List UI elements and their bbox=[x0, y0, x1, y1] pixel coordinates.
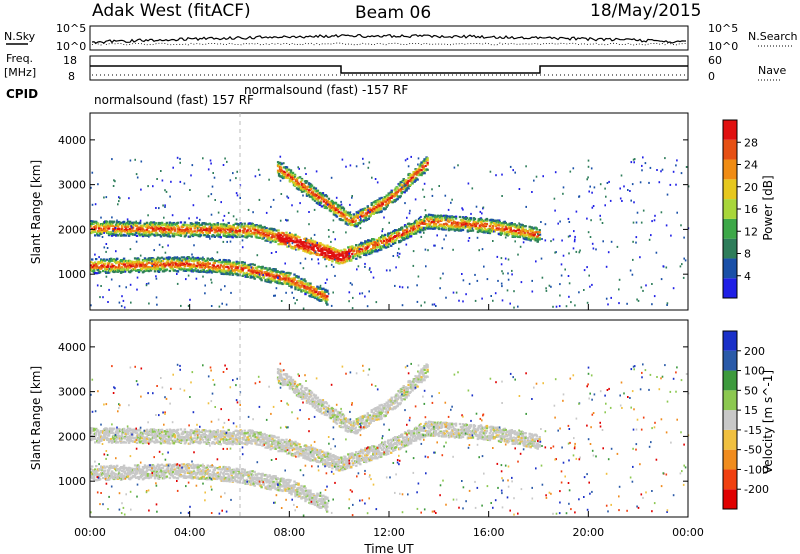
power-colorbar-cell bbox=[723, 218, 737, 239]
velocity-colorbar-cell bbox=[723, 390, 737, 411]
power-ytick-label: 1000 bbox=[58, 268, 86, 281]
velocity-colorbar-label: Velocity [m s^-1] bbox=[761, 370, 775, 474]
power-ylabel: Slant Range [km] bbox=[29, 160, 43, 264]
freq-panel: Freq. [MHz] 18 8 60 0 Nave bbox=[4, 52, 786, 83]
xtick-label: 12:00 bbox=[373, 526, 405, 539]
nave-axis-bottom: 0 bbox=[708, 70, 715, 83]
velocity-panel: 1000 2000 3000 4000 00:00 04:00 08:00 12:00 16:… bbox=[29, 304, 775, 554]
velocity-colorbar-cell bbox=[723, 331, 737, 351]
xtick-label: 20:00 bbox=[572, 526, 604, 539]
velocity-colorbar-cell bbox=[723, 350, 737, 371]
velocity-ytick-label: 3000 bbox=[58, 386, 86, 399]
velocity-ytick-label: 2000 bbox=[58, 430, 86, 443]
cpid-segment-2: normalsound (fast) -157 RF bbox=[244, 83, 408, 97]
nsky-trace bbox=[91, 33, 686, 44]
cpid-label: CPID bbox=[6, 87, 38, 101]
noise-axis-top: 10^5 bbox=[56, 22, 86, 35]
velocity-colorbar-tick: -100 bbox=[744, 463, 769, 476]
cpid-segment-1: normalsound (fast) 157 RF bbox=[94, 93, 254, 107]
velocity-echo-1 bbox=[90, 420, 541, 472]
power-ytick-label: 4000 bbox=[58, 134, 86, 147]
nsky-label: N.Sky bbox=[4, 30, 36, 43]
power-colorbar-cell bbox=[723, 120, 737, 140]
date-title: 18/May/2015 bbox=[590, 1, 702, 21]
velocity-xlabel: Time UT bbox=[363, 542, 414, 554]
noise-axis-top-right: 10^5 bbox=[708, 22, 738, 35]
power-colorbar-cell bbox=[723, 159, 737, 180]
velocity-colorbar-cell bbox=[723, 489, 737, 509]
velocity-colorbar-cell bbox=[723, 370, 737, 391]
power-colorbar-cell bbox=[723, 258, 737, 279]
station-title: Adak West (fitACF) bbox=[92, 1, 251, 21]
power-panel: 1000 2000 3000 4000 Slant Range [km] 4 8 12 16… bbox=[29, 112, 775, 311]
power-colorbar-tick: 20 bbox=[744, 181, 758, 194]
power-echo-1 bbox=[90, 213, 541, 265]
velocity-colorbar-cell bbox=[723, 410, 737, 430]
velocity-echo-2 bbox=[90, 463, 329, 513]
freq-axis-bottom: 8 bbox=[68, 70, 75, 83]
xtick-label: 00:00 bbox=[672, 526, 704, 539]
power-colorbar-tick: 8 bbox=[744, 248, 751, 261]
velocity-ylabel: Slant Range [km] bbox=[29, 366, 43, 470]
velocity-colorbar-cell bbox=[723, 469, 737, 490]
freq-unit-label: [MHz] bbox=[4, 66, 36, 79]
noise-axis-bottom-right: 10^0 bbox=[708, 40, 738, 53]
power-ytick-label: 3000 bbox=[58, 179, 86, 192]
nsearch-trace bbox=[91, 42, 687, 46]
power-colorbar-tick: 4 bbox=[744, 270, 751, 283]
velocity-colorbar-tick: -50 bbox=[744, 444, 762, 457]
power-colorbar-tick: 28 bbox=[744, 136, 758, 149]
velocity-colorbar-tick: 100 bbox=[744, 365, 765, 378]
power-echo-2 bbox=[90, 256, 329, 306]
power-colorbar-label: Power [dB] bbox=[761, 175, 775, 240]
xtick-label: 08:00 bbox=[273, 526, 305, 539]
power-ytick-label: 2000 bbox=[58, 223, 86, 236]
noise-panel: N.Sky 10^5 10^0 10^5 10^0 N.Search bbox=[4, 22, 798, 53]
xtick-label: 00:00 bbox=[74, 526, 106, 539]
velocity-colorbar-tick: -200 bbox=[744, 483, 769, 496]
nave-axis-top: 60 bbox=[708, 54, 722, 67]
power-colorbar-cell bbox=[723, 139, 737, 160]
velocity-colorbar-tick: 200 bbox=[744, 345, 765, 358]
velocity-ytick-label: 1000 bbox=[58, 475, 86, 488]
velocity-colorbar-tick: -15 bbox=[744, 424, 762, 437]
power-colorbar-cell bbox=[723, 179, 737, 200]
velocity-colorbar-tick: 15 bbox=[744, 404, 758, 417]
power-colorbar-cell bbox=[723, 278, 737, 298]
nave-label: Nave bbox=[758, 64, 786, 77]
freq-axis-top: 18 bbox=[63, 54, 77, 67]
power-colorbar-cell bbox=[723, 199, 737, 219]
power-noise bbox=[90, 155, 690, 310]
velocity-noise bbox=[90, 362, 690, 517]
power-colorbar-tick: 12 bbox=[744, 225, 758, 238]
power-echo-3 bbox=[276, 156, 429, 228]
noise-axis-bottom: 10^0 bbox=[56, 40, 86, 53]
velocity-colorbar-tick: 50 bbox=[744, 384, 758, 397]
xtick-label: 16:00 bbox=[473, 526, 505, 539]
velocity-echo-3 bbox=[276, 363, 429, 435]
xtick-label: 04:00 bbox=[174, 526, 206, 539]
power-colorbar-tick: 24 bbox=[744, 159, 758, 172]
velocity-colorbar-cell bbox=[723, 429, 737, 450]
freq-label: Freq. bbox=[6, 52, 33, 65]
nsearch-label: N.Search bbox=[748, 30, 798, 43]
velocity-colorbar-cell bbox=[723, 449, 737, 470]
power-colorbar-cell bbox=[723, 238, 737, 259]
beam-title: Beam 06 bbox=[355, 3, 431, 23]
power-colorbar-tick: 16 bbox=[744, 203, 758, 216]
freq-trace bbox=[90, 65, 688, 74]
velocity-ytick-label: 4000 bbox=[58, 341, 86, 354]
